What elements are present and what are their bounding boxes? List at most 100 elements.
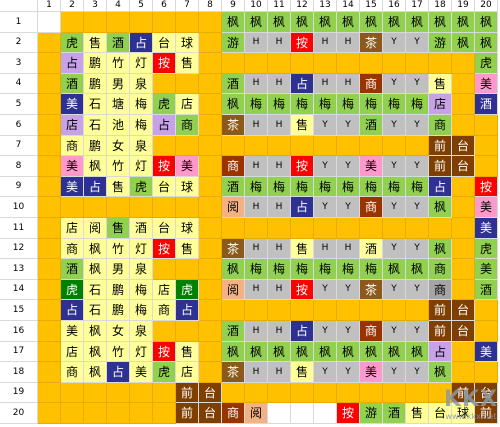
grid-cell[interactable] — [107, 197, 130, 218]
grid-cell[interactable]: H — [245, 156, 268, 177]
grid-cell[interactable]: 商 — [429, 280, 452, 300]
grid-cell[interactable] — [38, 53, 61, 74]
grid-cell[interactable] — [38, 362, 61, 383]
grid-cell[interactable]: 梅 — [406, 177, 429, 197]
grid-cell[interactable] — [130, 197, 153, 218]
grid-cell[interactable]: 灯 — [130, 342, 153, 362]
grid-cell[interactable]: 美 — [61, 156, 84, 177]
grid-cell[interactable] — [360, 53, 383, 74]
grid-cell[interactable] — [245, 53, 268, 74]
row-header[interactable]: 3 — [0, 53, 38, 74]
grid-cell[interactable] — [245, 383, 268, 403]
grid-cell[interactable] — [406, 136, 429, 156]
grid-cell[interactable] — [38, 280, 61, 300]
grid-cell[interactable] — [222, 53, 245, 74]
grid-cell[interactable]: 阅 — [84, 218, 107, 239]
column-header[interactable]: 2 — [61, 0, 84, 12]
grid-cell[interactable] — [199, 136, 222, 156]
grid-cell[interactable]: 梅 — [268, 259, 291, 280]
grid-cell[interactable]: H — [314, 33, 337, 53]
grid-cell[interactable]: 美 — [61, 94, 84, 115]
grid-cell[interactable]: 前 — [429, 300, 452, 321]
grid-cell[interactable] — [153, 403, 176, 424]
grid-cell[interactable] — [199, 280, 222, 300]
grid-cell[interactable]: 枫 — [383, 342, 406, 362]
grid-cell[interactable]: Y — [383, 115, 406, 136]
grid-cell[interactable]: 占 — [291, 321, 314, 342]
grid-cell[interactable]: 按 — [153, 53, 176, 74]
grid-cell[interactable]: 枫 — [406, 342, 429, 362]
grid-cell[interactable]: H — [268, 239, 291, 259]
grid-cell[interactable]: 梅 — [337, 94, 360, 115]
grid-cell[interactable]: 美 — [475, 74, 498, 94]
grid-cell[interactable]: 枫 — [222, 12, 245, 33]
grid-cell[interactable] — [199, 197, 222, 218]
column-header[interactable]: 5 — [130, 0, 153, 12]
grid-cell[interactable] — [291, 300, 314, 321]
grid-cell[interactable]: 茶 — [222, 239, 245, 259]
grid-cell[interactable]: 商 — [61, 362, 84, 383]
grid-cell[interactable]: H — [268, 156, 291, 177]
grid-cell[interactable]: Y — [383, 33, 406, 53]
grid-cell[interactable] — [107, 403, 130, 424]
grid-cell[interactable]: 枫 — [268, 12, 291, 33]
grid-cell[interactable] — [38, 218, 61, 239]
grid-cell[interactable] — [222, 300, 245, 321]
grid-cell[interactable]: 枫 — [429, 239, 452, 259]
grid-cell[interactable]: 枫 — [245, 342, 268, 362]
column-header[interactable]: 17 — [406, 0, 429, 12]
grid-cell[interactable]: 售 — [107, 218, 130, 239]
grid-cell[interactable]: Y — [406, 33, 429, 53]
grid-cell[interactable] — [199, 33, 222, 53]
grid-cell[interactable]: 竹 — [107, 53, 130, 74]
row-header[interactable]: 12 — [0, 239, 38, 259]
grid-cell[interactable]: 店 — [153, 280, 176, 300]
grid-cell[interactable]: 石 — [84, 300, 107, 321]
grid-cell[interactable] — [199, 342, 222, 362]
grid-cell[interactable]: 泉 — [130, 321, 153, 342]
grid-cell[interactable] — [38, 177, 61, 197]
grid-cell[interactable]: H — [268, 321, 291, 342]
grid-cell[interactable]: 枫 — [429, 197, 452, 218]
grid-cell[interactable]: 店 — [61, 115, 84, 136]
grid-cell[interactable] — [337, 218, 360, 239]
grid-cell[interactable] — [84, 403, 107, 424]
grid-cell[interactable] — [314, 218, 337, 239]
grid-cell[interactable]: 球 — [176, 33, 199, 53]
grid-cell[interactable] — [38, 197, 61, 218]
column-header[interactable]: 11 — [268, 0, 291, 12]
grid-cell[interactable] — [245, 218, 268, 239]
grid-cell[interactable]: 售 — [176, 53, 199, 74]
column-header[interactable]: 15 — [360, 0, 383, 12]
grid-cell[interactable]: 美 — [130, 362, 153, 383]
grid-cell[interactable]: 按 — [475, 177, 498, 197]
grid-cell[interactable]: 泉 — [130, 259, 153, 280]
grid-cell[interactable]: 前 — [176, 383, 199, 403]
grid-cell[interactable]: 梅 — [130, 94, 153, 115]
grid-cell[interactable]: 枫 — [268, 342, 291, 362]
grid-cell[interactable] — [153, 321, 176, 342]
grid-cell[interactable]: 虎 — [153, 362, 176, 383]
grid-cell[interactable]: H — [245, 197, 268, 218]
grid-cell[interactable] — [383, 218, 406, 239]
row-header[interactable]: 9 — [0, 177, 38, 197]
grid-cell[interactable]: 美 — [360, 156, 383, 177]
grid-cell[interactable]: 茶 — [360, 280, 383, 300]
grid-cell[interactable]: H — [245, 321, 268, 342]
grid-cell[interactable]: 茶 — [360, 33, 383, 53]
grid-cell[interactable]: 梅 — [383, 94, 406, 115]
grid-cell[interactable] — [107, 383, 130, 403]
grid-cell[interactable]: 前 — [429, 156, 452, 177]
grid-cell[interactable]: 店 — [176, 94, 199, 115]
grid-cell[interactable] — [38, 33, 61, 53]
grid-cell[interactable] — [61, 403, 84, 424]
column-header[interactable]: 14 — [337, 0, 360, 12]
grid-cell[interactable]: 按 — [291, 280, 314, 300]
grid-cell[interactable] — [452, 177, 475, 197]
grid-cell[interactable]: 虎 — [130, 177, 153, 197]
column-header[interactable]: 10 — [245, 0, 268, 12]
grid-cell[interactable]: 枫 — [222, 94, 245, 115]
column-header[interactable]: 13 — [314, 0, 337, 12]
grid-cell[interactable] — [199, 300, 222, 321]
grid-cell[interactable]: 梅 — [130, 300, 153, 321]
